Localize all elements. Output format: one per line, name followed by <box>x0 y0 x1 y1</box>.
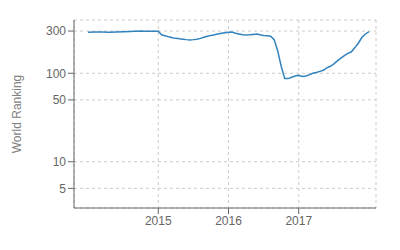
svg-text:300: 300 <box>46 24 66 38</box>
svg-text:100: 100 <box>46 67 66 81</box>
svg-text:2017: 2017 <box>285 214 312 228</box>
svg-text:2016: 2016 <box>215 214 242 228</box>
svg-text:10: 10 <box>53 155 67 169</box>
svg-text:2015: 2015 <box>145 214 172 228</box>
svg-text:5: 5 <box>59 182 66 196</box>
svg-text:50: 50 <box>53 93 67 107</box>
svg-text:World Ranking: World Ranking <box>10 75 24 153</box>
